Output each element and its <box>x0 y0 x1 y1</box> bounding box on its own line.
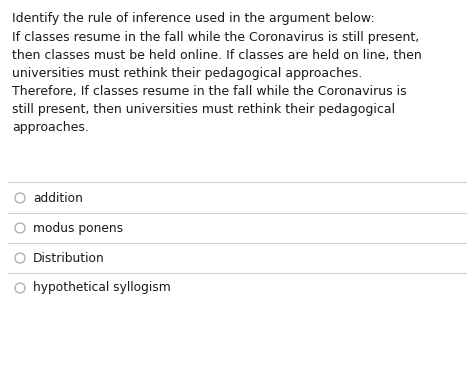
Text: modus ponens: modus ponens <box>33 221 123 234</box>
Text: hypothetical syllogism: hypothetical syllogism <box>33 282 171 294</box>
Text: addition: addition <box>33 191 83 205</box>
Text: If classes resume in the fall while the Coronavirus is still present,
then class: If classes resume in the fall while the … <box>12 31 422 134</box>
Text: Identify the rule of inference used in the argument below:: Identify the rule of inference used in t… <box>12 12 375 25</box>
Text: Distribution: Distribution <box>33 251 105 264</box>
